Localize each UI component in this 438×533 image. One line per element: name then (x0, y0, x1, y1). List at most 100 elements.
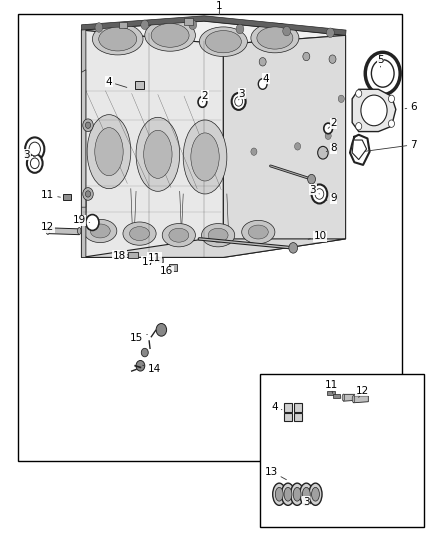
Bar (332, 394, 340, 398)
Ellipse shape (242, 220, 275, 244)
Polygon shape (81, 239, 346, 257)
Circle shape (236, 25, 244, 34)
Circle shape (307, 174, 315, 184)
Circle shape (356, 90, 362, 97)
Text: 3: 3 (303, 496, 310, 507)
Circle shape (85, 191, 91, 197)
Text: 4: 4 (106, 77, 127, 87)
Ellipse shape (342, 394, 345, 401)
Circle shape (371, 60, 394, 87)
Ellipse shape (248, 225, 268, 239)
Bar (128, 252, 138, 258)
Ellipse shape (251, 23, 299, 53)
Ellipse shape (257, 27, 293, 49)
Ellipse shape (46, 228, 49, 235)
Ellipse shape (162, 223, 195, 247)
Circle shape (324, 123, 332, 134)
Circle shape (198, 96, 207, 107)
Text: 18: 18 (113, 251, 128, 261)
Text: 3: 3 (24, 150, 35, 160)
Circle shape (294, 143, 300, 150)
Circle shape (85, 122, 91, 128)
Text: 17: 17 (141, 256, 155, 266)
Polygon shape (223, 35, 346, 257)
Ellipse shape (302, 487, 310, 501)
Ellipse shape (78, 228, 81, 235)
Bar (184, 19, 193, 25)
Ellipse shape (144, 130, 172, 179)
Text: 11: 11 (41, 190, 60, 200)
Circle shape (136, 360, 145, 371)
Text: 15: 15 (130, 333, 147, 343)
Circle shape (251, 148, 257, 155)
Ellipse shape (191, 133, 219, 181)
Ellipse shape (284, 487, 292, 501)
Text: 11: 11 (148, 253, 161, 263)
Ellipse shape (136, 117, 180, 191)
Circle shape (141, 349, 148, 357)
Ellipse shape (276, 487, 283, 501)
Text: 2: 2 (328, 118, 337, 128)
Ellipse shape (309, 483, 322, 505)
Bar (18, 14, 403, 461)
Circle shape (30, 158, 39, 168)
Circle shape (25, 138, 44, 160)
Circle shape (389, 120, 395, 127)
Polygon shape (352, 140, 367, 159)
Circle shape (389, 95, 395, 102)
Polygon shape (352, 90, 396, 132)
Text: 11: 11 (325, 381, 338, 393)
Ellipse shape (123, 222, 156, 245)
Bar (327, 391, 335, 395)
Ellipse shape (361, 95, 387, 126)
Text: 12: 12 (356, 385, 369, 398)
Bar (135, 82, 145, 90)
Polygon shape (81, 70, 86, 207)
Circle shape (83, 119, 93, 132)
Bar (261, 374, 424, 527)
Text: 9: 9 (326, 193, 337, 203)
Text: 6: 6 (405, 102, 417, 112)
Circle shape (325, 132, 331, 140)
Text: 14: 14 (143, 365, 161, 375)
Ellipse shape (95, 127, 123, 176)
Circle shape (289, 243, 297, 253)
Polygon shape (353, 396, 368, 403)
Circle shape (86, 215, 99, 230)
Text: 5: 5 (377, 55, 384, 67)
Circle shape (156, 324, 166, 336)
Polygon shape (81, 16, 346, 35)
Circle shape (283, 26, 290, 36)
Circle shape (338, 95, 344, 102)
Polygon shape (81, 21, 346, 44)
Text: 3: 3 (310, 185, 319, 195)
Text: 1: 1 (215, 1, 223, 12)
Ellipse shape (282, 483, 294, 505)
Ellipse shape (183, 120, 227, 194)
Text: 8: 8 (326, 143, 337, 154)
Circle shape (326, 28, 334, 37)
Circle shape (303, 52, 310, 61)
Circle shape (258, 79, 267, 90)
Ellipse shape (92, 23, 143, 55)
Circle shape (29, 142, 40, 156)
Ellipse shape (205, 30, 241, 53)
Circle shape (83, 188, 93, 200)
Ellipse shape (293, 487, 301, 501)
Ellipse shape (290, 483, 304, 505)
Bar (294, 413, 302, 421)
Circle shape (315, 189, 324, 199)
Circle shape (365, 52, 400, 94)
Polygon shape (343, 394, 358, 401)
Polygon shape (81, 25, 86, 257)
Ellipse shape (300, 483, 313, 505)
Ellipse shape (208, 228, 228, 242)
Ellipse shape (201, 223, 235, 247)
Ellipse shape (352, 395, 355, 402)
Circle shape (95, 23, 103, 32)
Ellipse shape (169, 228, 189, 242)
Ellipse shape (84, 220, 117, 243)
Circle shape (311, 184, 327, 204)
Ellipse shape (99, 27, 137, 51)
Ellipse shape (87, 115, 131, 189)
